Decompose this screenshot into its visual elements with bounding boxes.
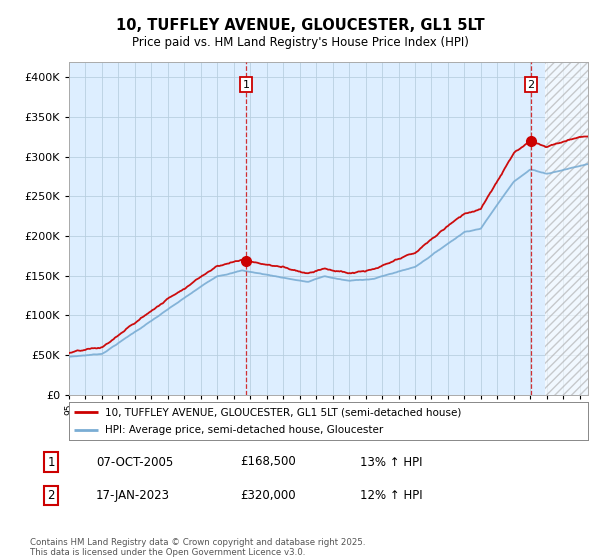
Bar	[545, 62, 588, 395]
Text: 17-JAN-2023: 17-JAN-2023	[96, 489, 170, 502]
Text: Price paid vs. HM Land Registry's House Price Index (HPI): Price paid vs. HM Land Registry's House …	[131, 36, 469, 49]
Text: 07-OCT-2005: 07-OCT-2005	[96, 455, 173, 469]
Text: £168,500: £168,500	[240, 455, 296, 469]
Text: 10, TUFFLEY AVENUE, GLOUCESTER, GL1 5LT: 10, TUFFLEY AVENUE, GLOUCESTER, GL1 5LT	[116, 18, 484, 33]
Text: HPI: Average price, semi-detached house, Gloucester: HPI: Average price, semi-detached house,…	[106, 425, 383, 435]
Text: Contains HM Land Registry data © Crown copyright and database right 2025.
This d: Contains HM Land Registry data © Crown c…	[30, 538, 365, 557]
Text: 10, TUFFLEY AVENUE, GLOUCESTER, GL1 5LT (semi-detached house): 10, TUFFLEY AVENUE, GLOUCESTER, GL1 5LT …	[106, 407, 462, 417]
Text: 2: 2	[47, 489, 55, 502]
Text: 13% ↑ HPI: 13% ↑ HPI	[360, 455, 422, 469]
Text: 12% ↑ HPI: 12% ↑ HPI	[360, 489, 422, 502]
Text: 1: 1	[242, 80, 250, 90]
Text: 2: 2	[527, 80, 535, 90]
Text: £320,000: £320,000	[240, 489, 296, 502]
Text: 1: 1	[47, 455, 55, 469]
